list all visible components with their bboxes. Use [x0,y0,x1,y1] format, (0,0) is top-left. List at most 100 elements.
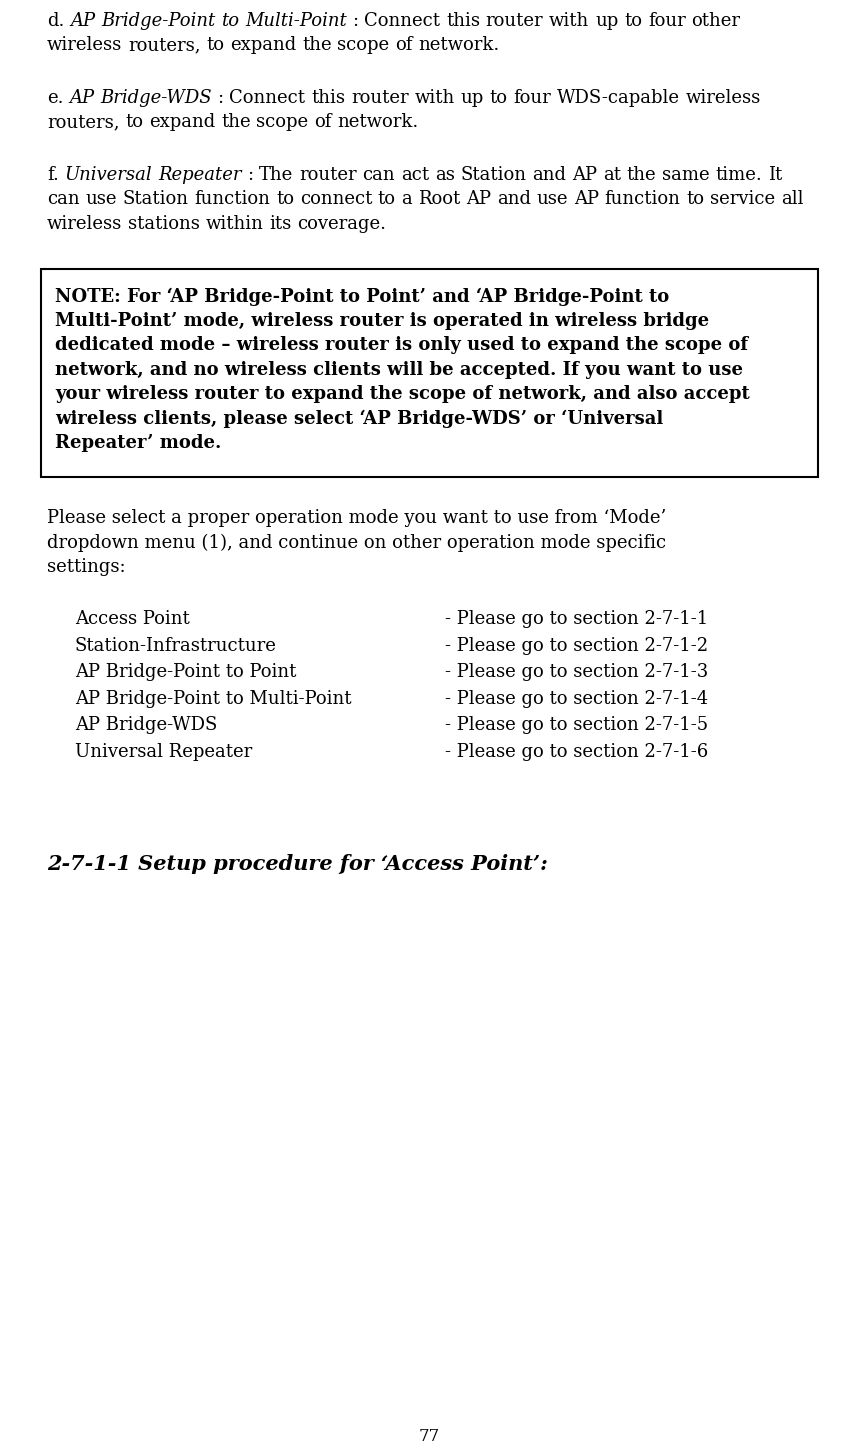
Text: Station-Infrastructure: Station-Infrastructure [75,637,277,655]
Text: Connect: Connect [364,12,441,30]
Text: dropdown menu (1), and continue on other operation mode specific: dropdown menu (1), and continue on other… [47,534,666,552]
Text: router: router [350,88,409,107]
Text: at: at [603,165,620,184]
Text: other: other [691,12,740,30]
Text: e.: e. [47,88,64,107]
Text: its: its [269,215,291,233]
Text: Station: Station [460,165,527,184]
Text: with: with [549,12,589,30]
Text: and: and [532,165,566,184]
Text: router: router [299,165,356,184]
Text: to: to [490,88,508,107]
Text: - Please go to section 2-7-1-6: - Please go to section 2-7-1-6 [445,742,709,761]
Text: Repeater’ mode.: Repeater’ mode. [55,435,222,452]
Text: function: function [194,190,271,209]
Text: of: of [395,36,412,55]
Text: dedicated mode – wireless router is only used to expand the scope of: dedicated mode – wireless router is only… [55,336,748,354]
Text: stations: stations [128,215,200,233]
Text: function: function [605,190,680,209]
Text: WDS-capable: WDS-capable [557,88,679,107]
Text: service: service [710,190,775,209]
Text: AP Bridge-Point to Multi-Point: AP Bridge-Point to Multi-Point [75,690,351,708]
Text: router: router [485,12,544,30]
Text: :: : [247,165,253,184]
Text: to: to [378,190,396,209]
Text: act: act [401,165,429,184]
Text: connect: connect [300,190,372,209]
Text: Universal Repeater: Universal Repeater [75,742,253,761]
Text: scope: scope [338,36,389,55]
Text: AP: AP [70,88,94,107]
Text: f.: f. [47,165,59,184]
Text: your wireless router to expand the scope of network, and also accept: your wireless router to expand the scope… [55,386,750,403]
Text: Root: Root [418,190,460,209]
Text: to: to [221,12,239,30]
Text: up: up [460,88,484,107]
Text: expand: expand [230,36,296,55]
Text: to: to [206,36,224,55]
Text: can: can [47,190,80,209]
Text: It: It [768,165,782,184]
Text: wireless: wireless [47,215,122,233]
Text: d.: d. [47,12,64,30]
Text: 77: 77 [419,1428,440,1446]
Text: wireless clients, please select ‘AP Bridge-WDS’ or ‘Universal: wireless clients, please select ‘AP Brid… [55,410,663,428]
Text: time.: time. [716,165,762,184]
Text: network.: network. [338,113,418,132]
Text: Multi-Point’ mode, wireless router is operated in wireless bridge: Multi-Point’ mode, wireless router is op… [55,312,710,331]
Text: the: the [626,165,656,184]
Text: network.: network. [418,36,500,55]
Text: to: to [125,113,143,132]
Text: four: four [648,12,685,30]
Text: this: this [446,12,480,30]
Text: routers,: routers, [128,36,200,55]
Text: the: the [221,113,251,132]
Text: with: with [414,88,454,107]
Text: this: this [311,88,345,107]
Text: network, and no wireless clients will be accepted. If you want to use: network, and no wireless clients will be… [55,361,743,378]
Text: settings:: settings: [47,558,125,576]
Text: a: a [402,190,412,209]
Text: coverage.: coverage. [297,215,387,233]
Text: as: as [435,165,454,184]
Text: expand: expand [149,113,216,132]
Text: of: of [314,113,332,132]
Text: Station: Station [123,190,189,209]
Text: wireless: wireless [685,88,760,107]
Text: AP: AP [70,12,95,30]
Text: same: same [661,165,710,184]
Text: can: can [362,165,395,184]
Text: and: and [497,190,531,209]
Text: AP: AP [466,190,491,209]
Text: - Please go to section 2-7-1-5: - Please go to section 2-7-1-5 [445,716,708,734]
Text: use: use [537,190,568,209]
Text: all: all [781,190,803,209]
Text: scope: scope [256,113,308,132]
Text: Bridge-WDS: Bridge-WDS [101,88,212,107]
Text: Universal: Universal [64,165,152,184]
Bar [41,270,818,477]
Text: AP Bridge-WDS: AP Bridge-WDS [75,716,217,734]
Text: - Please go to section 2-7-1-2: - Please go to section 2-7-1-2 [445,637,708,655]
Text: wireless: wireless [47,36,122,55]
Text: - Please go to section 2-7-1-1: - Please go to section 2-7-1-1 [445,610,709,628]
Text: use: use [85,190,117,209]
Text: 2-7-1-1 Setup procedure for ‘Access Point’:: 2-7-1-1 Setup procedure for ‘Access Poin… [47,854,548,874]
Text: Multi-Point: Multi-Point [245,12,347,30]
Text: up: up [595,12,618,30]
Text: - Please go to section 2-7-1-4: - Please go to section 2-7-1-4 [445,690,708,708]
Text: The: The [259,165,294,184]
Text: to: to [276,190,294,209]
Text: routers,: routers, [47,113,119,132]
Text: :: : [352,12,358,30]
Text: Please select a proper operation mode you want to use from ‘Mode’: Please select a proper operation mode yo… [47,509,667,526]
Text: four: four [513,88,551,107]
Text: Access Point: Access Point [75,610,190,628]
Text: NOTE: For ‘AP Bridge-Point to Point’ and ‘AP Bridge-Point to: NOTE: For ‘AP Bridge-Point to Point’ and… [55,287,669,306]
Text: Connect: Connect [229,88,306,107]
Text: AP: AP [572,165,597,184]
Text: to: to [686,190,704,209]
Text: - Please go to section 2-7-1-3: - Please go to section 2-7-1-3 [445,664,709,682]
Text: Bridge-Point: Bridge-Point [101,12,216,30]
Text: to: to [624,12,643,30]
